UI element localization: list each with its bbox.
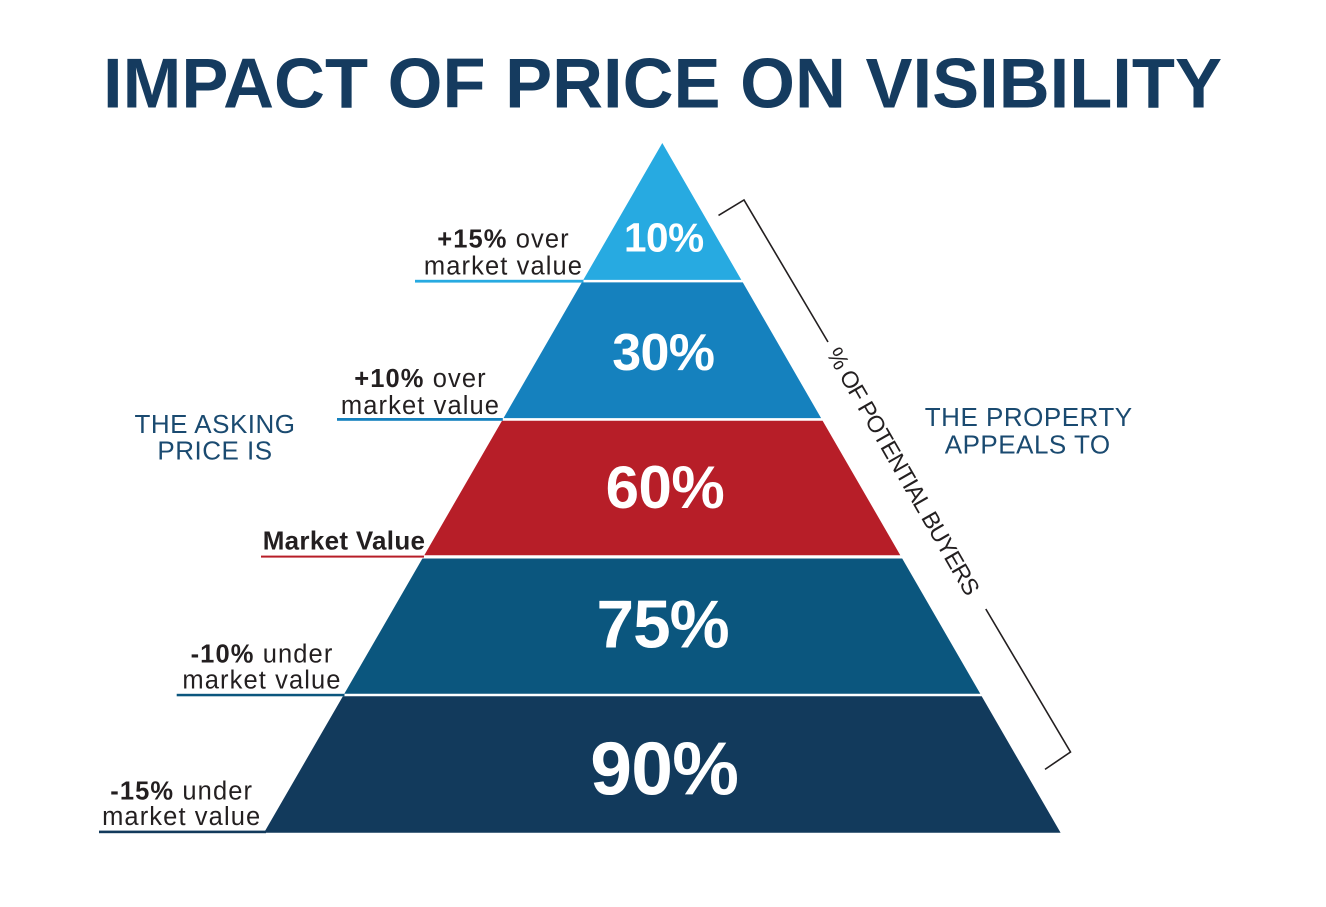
svg-text:APPEALS TO: APPEALS TO — [945, 429, 1111, 459]
svg-text:THE PROPERTY: THE PROPERTY — [925, 402, 1133, 432]
svg-text:90%: 90% — [590, 726, 738, 810]
svg-text:market value: market value — [102, 803, 261, 831]
svg-text:market value: market value — [424, 253, 583, 281]
svg-text:30%: 30% — [612, 324, 714, 382]
svg-text:-15% under: -15% under — [110, 778, 253, 806]
svg-text:60%: 60% — [606, 454, 725, 521]
svg-text:75%: 75% — [597, 588, 729, 663]
svg-text:+15% over: +15% over — [437, 226, 570, 254]
svg-text:+10% over: +10% over — [354, 365, 487, 393]
svg-text:IMPACT OF PRICE ON VISIBILITY: IMPACT OF PRICE ON VISIBILITY — [103, 44, 1222, 123]
svg-text:PRICE IS: PRICE IS — [157, 436, 272, 466]
svg-text:Market Value: Market Value — [263, 526, 426, 556]
svg-text:market value: market value — [182, 667, 341, 695]
svg-text:market value: market value — [341, 392, 500, 420]
svg-text:-10% under: -10% under — [191, 641, 334, 669]
svg-text:THE ASKING: THE ASKING — [134, 409, 295, 439]
svg-text:10%: 10% — [624, 215, 704, 261]
